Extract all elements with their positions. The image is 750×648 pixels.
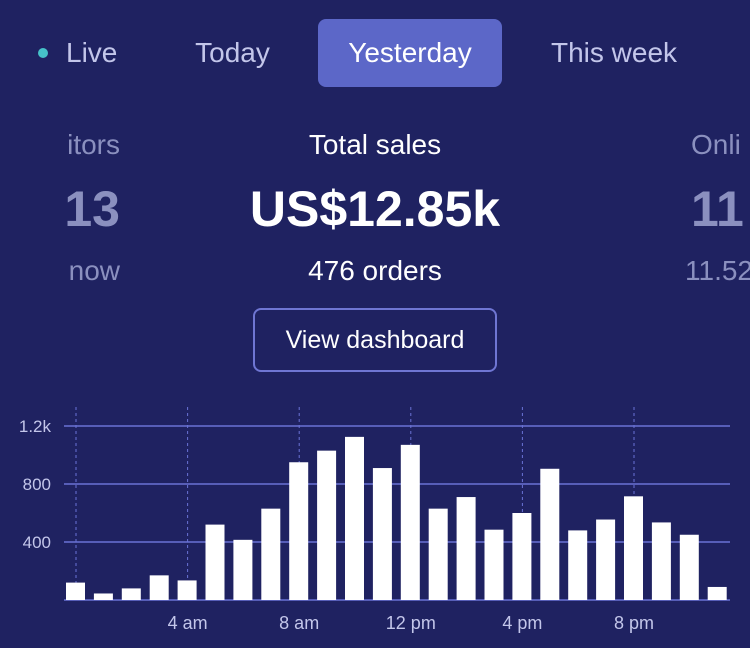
sales-by-hour-chart: 400 800 1.2k 4 am 8 am 12 pm 4 pm 8 pm: [19, 407, 730, 633]
bar: [177, 580, 197, 600]
stat-sub: now: [68, 255, 120, 286]
x-tick-label: 4 am: [168, 613, 208, 633]
bar: [317, 450, 337, 600]
tab-today[interactable]: Today: [195, 37, 270, 68]
x-tick-label: 12 pm: [386, 613, 436, 633]
bar: [205, 524, 225, 600]
bar: [484, 529, 504, 600]
y-tick-label: 800: [23, 475, 51, 494]
stat-value: 11: [691, 181, 744, 237]
stat-card-total-sales[interactable]: Total sales US$12.85k 476 orders: [175, 128, 575, 288]
bar: [596, 519, 616, 600]
y-tick-label: 1.2k: [19, 417, 52, 436]
x-tick-label: 8 am: [279, 613, 319, 633]
live-indicator-icon: [38, 47, 48, 58]
tab-yesterday[interactable]: Yesterday: [318, 19, 502, 87]
stat-label: Onli: [691, 129, 741, 160]
bar: [66, 582, 85, 600]
bar: [289, 462, 309, 600]
view-dashboard-button[interactable]: View dashboard: [253, 308, 497, 372]
orders-count: 476 orders: [308, 255, 442, 286]
total-sales-value: US$12.85k: [249, 181, 501, 237]
total-sales-label: Total sales: [308, 129, 442, 160]
bar: [372, 468, 392, 600]
bar: [624, 496, 643, 600]
tab-live[interactable]: Live: [38, 19, 148, 87]
bar: [679, 534, 699, 600]
stat-card-online[interactable]: Onli 11 11.52: [680, 128, 750, 288]
bar: [651, 522, 671, 600]
stat-label: itors: [67, 129, 120, 160]
bar: [568, 530, 588, 600]
bar: [233, 539, 253, 600]
y-tick-label: 400: [23, 533, 51, 552]
bar: [93, 593, 113, 600]
bar: [121, 588, 141, 600]
stat-sub: 11.52: [685, 255, 750, 286]
stat-card-visitors[interactable]: itors 13 now: [0, 128, 120, 288]
bar: [512, 513, 532, 600]
time-range-tabs: Live Today Yesterday This week: [0, 19, 750, 87]
bar: [540, 468, 560, 600]
tab-live-label: Live: [66, 37, 118, 68]
stat-value: 13: [64, 181, 120, 237]
bar: [428, 508, 448, 600]
bar: [707, 586, 727, 600]
bar: [456, 497, 476, 600]
bar: [261, 508, 281, 600]
x-tick-label: 4 pm: [502, 613, 542, 633]
bar: [400, 444, 420, 600]
bar: [149, 575, 169, 600]
x-tick-label: 8 pm: [614, 613, 654, 633]
tab-this-week[interactable]: This week: [550, 37, 678, 68]
bar: [345, 436, 364, 600]
